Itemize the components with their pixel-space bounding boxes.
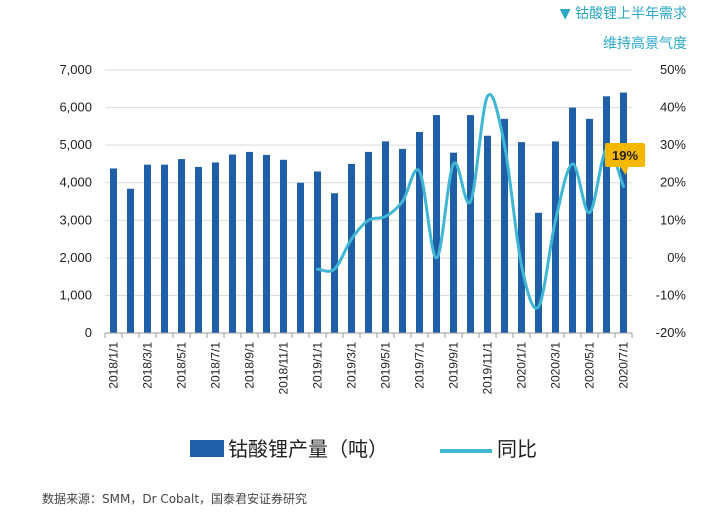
- left-tick-label: 1,000: [59, 287, 92, 302]
- x-tick-label: 2019/1/1: [311, 342, 325, 389]
- x-tick-label: 2019/3/1: [345, 342, 359, 389]
- bar: [399, 148, 406, 333]
- bar: [297, 182, 304, 333]
- yoy-line: [316, 93, 625, 310]
- x-tick-label: 2020/5/1: [583, 342, 597, 389]
- bar: [161, 164, 168, 333]
- callout: 19%: [605, 143, 645, 175]
- x-tick-label: 2018/1/1: [107, 342, 121, 389]
- x-tick-label: 2019/7/1: [413, 342, 427, 389]
- bar: [314, 171, 321, 333]
- bar: [127, 188, 134, 333]
- bar: [280, 159, 287, 333]
- bar: [195, 166, 202, 333]
- bar: [416, 131, 423, 333]
- callout-label: 19%: [612, 148, 638, 163]
- callout-box: [605, 143, 645, 167]
- right-tick-label: 0%: [667, 250, 686, 265]
- x-tick-label: 2018/11/1: [277, 342, 291, 395]
- x-tick-label: 2020/3/1: [549, 342, 563, 389]
- x-axis-ticks: 2018/1/1 2018/3/1 2018/5/1 2018/7/1 2018/9/1…: [107, 342, 631, 395]
- header-subtitle: 维持高景气度: [603, 36, 687, 52]
- source-note: 数据来源：SMM，Dr Cobalt，国泰君安证券研究: [42, 492, 308, 506]
- x-axis: [104, 332, 633, 338]
- bar: [467, 115, 474, 333]
- bar: [603, 96, 610, 333]
- left-tick-label: 7,000: [59, 62, 92, 77]
- bar: [433, 115, 440, 333]
- x-tick-label: 2019/5/1: [379, 342, 393, 389]
- x-tick-label: 2019/9/1: [447, 342, 461, 389]
- bar: [212, 162, 219, 333]
- bar: [450, 152, 457, 333]
- legend-label-line: 同比: [497, 437, 537, 461]
- right-axis-ticks: -20% -10% 0% 10% 20% 30% 40% 50%: [656, 62, 687, 340]
- left-tick-label: 6,000: [59, 100, 92, 115]
- bar: [348, 163, 355, 333]
- line-series: [316, 93, 625, 310]
- bar: [535, 212, 542, 333]
- legend: 钴酸锂产量（吨） 同比: [190, 437, 537, 461]
- callout-pointer: [620, 167, 629, 175]
- bar-series: [110, 92, 627, 334]
- left-axis-ticks: 0 1,000 2,000 3,000 4,000 5,000 6,000 7,000: [59, 62, 92, 340]
- right-tick-label: 10%: [660, 212, 686, 227]
- bar: [620, 92, 627, 334]
- right-tick-label: 40%: [660, 100, 686, 115]
- right-tick-label: -10%: [656, 287, 687, 302]
- right-tick-label: -20%: [656, 325, 687, 340]
- legend-swatch-bar: [190, 440, 224, 457]
- bar: [144, 164, 151, 333]
- left-tick-label: 3,000: [59, 212, 92, 227]
- left-tick-label: 5,000: [59, 137, 92, 152]
- bar: [382, 141, 389, 333]
- right-tick-label: 30%: [660, 137, 686, 152]
- x-tick-label: 2018/3/1: [141, 342, 155, 389]
- left-tick-label: 0: [85, 325, 92, 340]
- bar: [331, 193, 338, 333]
- x-tick-label: 2020/1/1: [515, 342, 529, 389]
- header-title: ▼ 钴酸锂上半年需求: [559, 6, 687, 22]
- bar: [552, 141, 559, 333]
- x-tick-label: 2019/11/1: [481, 342, 495, 395]
- bar: [518, 142, 525, 333]
- bar: [229, 154, 236, 333]
- right-tick-label: 20%: [660, 175, 686, 190]
- bar: [246, 151, 253, 333]
- left-tick-label: 2,000: [59, 250, 92, 265]
- right-tick-label: 50%: [660, 62, 686, 77]
- chart: 0 1,000 2,000 3,000 4,000 5,000 6,000 7,000 -20…: [59, 62, 687, 461]
- bar: [484, 135, 491, 333]
- legend-label-bar: 钴酸锂产量（吨）: [228, 437, 388, 461]
- left-tick-label: 4,000: [59, 175, 92, 190]
- bar: [365, 151, 372, 333]
- bar: [263, 154, 270, 333]
- x-tick-label: 2018/9/1: [243, 342, 257, 389]
- bar: [110, 168, 117, 333]
- bar: [569, 107, 576, 333]
- bar: [501, 118, 508, 333]
- bar: [586, 118, 593, 333]
- x-tick-label: 2020/7/1: [617, 342, 631, 389]
- bar: [178, 159, 185, 333]
- x-tick-label: 2018/7/1: [209, 342, 223, 389]
- x-tick-label: 2018/5/1: [175, 342, 189, 389]
